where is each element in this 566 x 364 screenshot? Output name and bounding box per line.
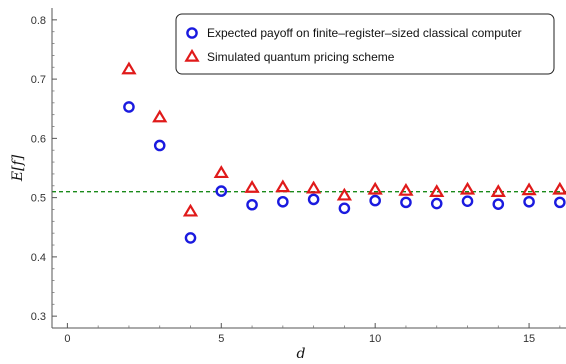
data-point-classical <box>153 139 166 152</box>
data-point-quantum <box>521 182 537 196</box>
data-point-quantum <box>305 180 322 194</box>
data-point-quantum <box>490 184 506 197</box>
y-tick-label: 0.8 <box>31 15 46 27</box>
legend-marker-quantum <box>184 48 200 62</box>
legend-label-quantum: Simulated quantum pricing scheme <box>207 50 395 64</box>
data-point-quantum <box>213 165 229 179</box>
data-point-quantum <box>336 187 353 201</box>
y-tick-label: 0.7 <box>31 74 46 86</box>
legend-marker-classical <box>186 27 198 39</box>
data-point-quantum <box>398 182 414 196</box>
data-point-classical <box>523 195 535 208</box>
x-tick-label: 15 <box>523 333 535 345</box>
data-point-quantum <box>275 179 291 193</box>
x-tick-label: 0 <box>64 333 70 345</box>
data-point-quantum <box>367 181 383 195</box>
legend-label-classical: Expected payoff on finite–register–sized… <box>207 26 522 40</box>
x-tick-label: 5 <box>218 333 224 345</box>
data-point-classical <box>123 101 135 113</box>
y-axis-title: E[f] <box>10 154 26 182</box>
x-axis-title: d <box>297 346 306 362</box>
data-point-quantum <box>244 179 260 193</box>
data-point-classical <box>338 202 351 215</box>
data-point-quantum <box>152 109 168 123</box>
data-point-classical <box>369 194 381 207</box>
y-tick-label: 0.6 <box>31 133 46 145</box>
data-point-quantum <box>121 61 137 75</box>
data-point-quantum <box>182 203 199 217</box>
data-point-classical <box>246 198 258 211</box>
data-point-classical <box>554 196 566 209</box>
data-point-classical <box>184 232 197 244</box>
data-point-classical <box>400 196 412 209</box>
data-point-classical <box>307 193 320 206</box>
data-point-classical <box>277 195 289 208</box>
data-point-classical <box>430 197 443 210</box>
y-tick-label: 0.3 <box>31 311 46 323</box>
legend-box <box>175 13 555 75</box>
data-point-classical <box>461 195 474 207</box>
y-tick-label: 0.4 <box>31 252 46 264</box>
data-point-classical <box>215 185 228 197</box>
data-point-quantum <box>552 181 566 195</box>
data-point-quantum <box>459 181 476 195</box>
data-point-quantum <box>429 184 445 197</box>
y-tick-label: 0.5 <box>31 193 46 205</box>
data-point-classical <box>492 198 505 210</box>
x-tick-label: 10 <box>369 333 381 345</box>
